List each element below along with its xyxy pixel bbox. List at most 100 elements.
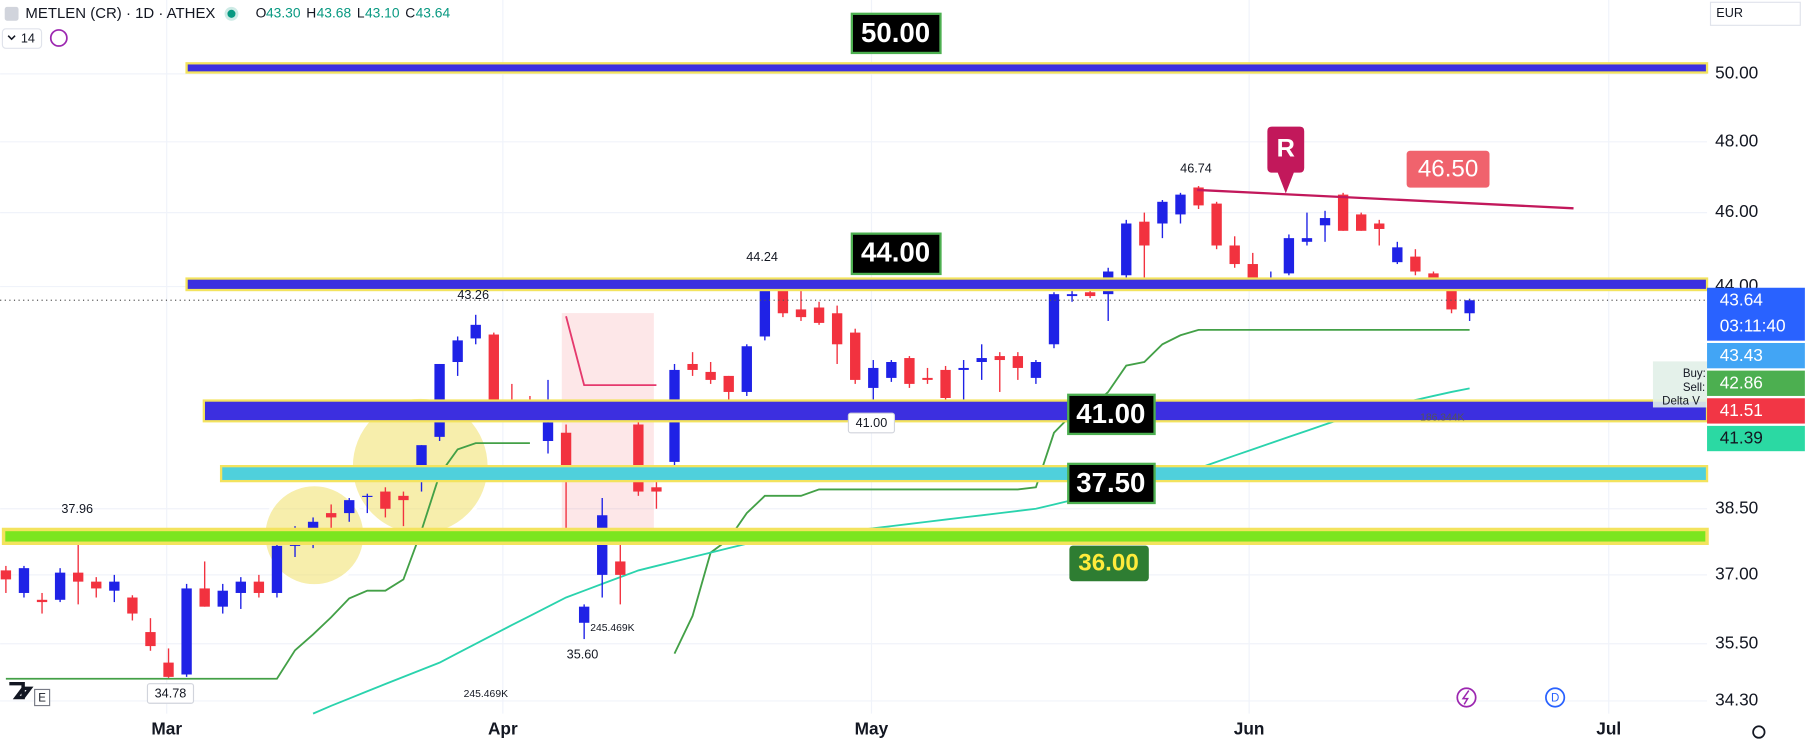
ohlc-value: 43.30 (266, 4, 301, 20)
axis-badge-label: 42.86 (1720, 372, 1763, 392)
candle-body (1030, 362, 1042, 378)
level-label-box (850, 232, 942, 276)
logo (9, 681, 34, 700)
axis-badge (1707, 342, 1805, 369)
candle-body (109, 581, 120, 591)
candle-body (1048, 294, 1060, 345)
candle-body (1139, 221, 1150, 246)
y-tick-label: 35.50 (1715, 632, 1758, 652)
candle-body (1193, 187, 1204, 206)
candle-body (1211, 203, 1222, 246)
status-dot (227, 9, 236, 18)
candle-body (1464, 300, 1475, 314)
event-icon[interactable] (1456, 687, 1477, 708)
candle-body (597, 515, 608, 575)
candle-body (307, 521, 319, 533)
marker-flag (1267, 126, 1305, 194)
order-flow-label: Buy: (1683, 368, 1706, 380)
x-tick-label: May (855, 718, 889, 738)
candle-body (1066, 294, 1078, 297)
ohlc-letter: L (357, 4, 365, 20)
candle-body (1229, 245, 1240, 265)
y-tick-label: 48.00 (1715, 130, 1758, 150)
axis-badge-label: 43.64 (1720, 290, 1764, 310)
candle-body (723, 375, 734, 392)
marker-label: R (1277, 134, 1295, 162)
ohlc-letter: H (306, 4, 316, 20)
candle-body (325, 513, 337, 518)
candle-body (578, 606, 590, 623)
price-label-box (847, 412, 896, 434)
logo-badge-box (34, 688, 51, 707)
axis-badge (1707, 287, 1805, 341)
refresh-icon[interactable] (49, 29, 68, 47)
candle-body (1356, 214, 1367, 231)
indicator-count: 14 (21, 31, 35, 45)
indicator-line (312, 387, 1470, 715)
x-tick-label: Jun (1234, 718, 1265, 738)
candle-body (994, 356, 1005, 361)
candle-body (235, 581, 246, 593)
axis-badge-label: 41.51 (1720, 400, 1763, 420)
candle-body (633, 424, 644, 492)
currency: EUR (1716, 6, 1743, 20)
level-band (1, 527, 1709, 545)
indicator-toggle[interactable] (1, 28, 43, 49)
candle-body (452, 340, 463, 363)
candle-body (1121, 223, 1132, 276)
candle-body (1374, 223, 1385, 229)
candle-body (362, 495, 373, 497)
candle-body (1084, 292, 1096, 297)
order-flow-label: Delta V (1662, 396, 1700, 408)
level-band (185, 62, 1709, 74)
symbol-icon (4, 6, 19, 21)
axis-badge-label: 41.39 (1720, 428, 1763, 448)
order-flow-label: Sell: (1683, 382, 1705, 394)
level-label: 41.00 (1076, 398, 1145, 429)
candle-body (470, 324, 481, 339)
ohlc-letter: C (405, 4, 415, 20)
candle-body (976, 358, 987, 363)
level-label-box (850, 12, 942, 55)
dividend-label: D (1551, 693, 1559, 705)
candle-body (1012, 356, 1024, 368)
x-tick-label: Jul (1596, 718, 1621, 738)
candle-body (1175, 194, 1186, 215)
price-label: 43.26 (457, 288, 489, 302)
price-label: 34.78 (155, 686, 187, 700)
symbol-title: METLEN (CR) · 1D · ATHEX (25, 5, 215, 22)
candle-body (831, 313, 843, 345)
dividend-icon[interactable] (1545, 687, 1566, 708)
candle-body (958, 367, 969, 370)
candle-body (1337, 194, 1349, 231)
candle-body (1247, 264, 1258, 281)
ohlc-letter: O (256, 4, 267, 20)
candle-body (705, 371, 716, 380)
candle-body (868, 367, 879, 388)
candle-body (54, 572, 66, 600)
axis-badge (1707, 370, 1805, 396)
candle-body (795, 309, 807, 318)
currency-select[interactable] (1709, 1, 1801, 26)
level-label: 46.50 (1418, 156, 1478, 183)
y-tick-label: 46.00 (1715, 201, 1758, 221)
indicator-line (565, 316, 657, 387)
candle-body (253, 581, 265, 593)
candle-body (398, 495, 409, 501)
candle-body (1392, 247, 1403, 263)
candle-body (199, 588, 210, 607)
ohlc-value: 43.64 (416, 4, 451, 20)
axis-badge (1707, 425, 1805, 452)
candle-body (36, 599, 48, 603)
price-axis: 34.30 35.50 37.00 38.50 44.00 46.00 48.00 50.00… (151, 62, 1805, 738)
candle-body (217, 590, 228, 607)
candle-body (1301, 238, 1313, 242)
event-bolt (1461, 690, 1470, 705)
volume-label: 245.469K (590, 623, 634, 634)
trend-line (1197, 188, 1574, 210)
candle-body (1410, 256, 1421, 272)
candle-body (615, 561, 626, 575)
candle-body (542, 422, 554, 442)
settings-icon[interactable] (1752, 725, 1766, 739)
